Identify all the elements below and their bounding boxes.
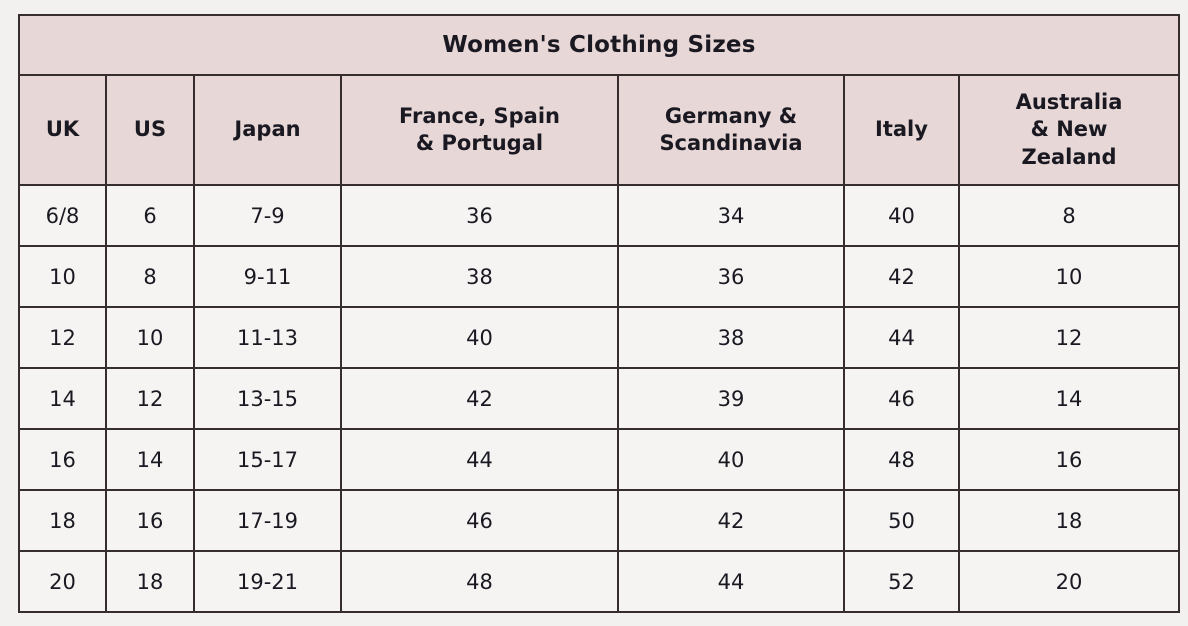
table-cell: 8 [958, 184, 1180, 247]
table-cell: 42 [340, 367, 619, 430]
table-cell: 15-17 [193, 428, 342, 491]
table-cell: 42 [617, 489, 845, 552]
table-cell: 34 [617, 184, 845, 247]
table-cell: 7-9 [193, 184, 342, 247]
column-header-label: UK [45, 117, 80, 142]
table-cell: 14 [105, 428, 195, 491]
size-conversion-table: Women's Clothing Sizes UK US Japan France, … [18, 14, 1180, 613]
table-cell: 40 [843, 184, 960, 247]
table-cell: 12 [105, 367, 195, 430]
table-row: 18 16 17-19 46 42 50 18 [18, 489, 1180, 552]
table-cell: 44 [617, 550, 845, 613]
table-cell: 46 [843, 367, 960, 430]
column-header-label: Australia & New Zealand [1015, 90, 1123, 169]
table-cell: 38 [340, 245, 619, 308]
table-cell: 17-19 [193, 489, 342, 552]
table-body: 6/8 6 7-9 36 34 40 8 10 8 9-11 38 36 42 10 12 10 11-13 40… [18, 184, 1180, 613]
column-header-label: Germany & Scandinavia [659, 103, 803, 155]
table-cell: 18 [18, 489, 107, 552]
table-row: 14 12 13-15 42 39 46 14 [18, 367, 1180, 430]
column-header-label: Japan [234, 117, 301, 142]
table-cell: 40 [340, 306, 619, 369]
table-cell: 20 [958, 550, 1180, 613]
table-title: Women's Clothing Sizes [18, 14, 1180, 76]
column-header-japan: Japan [193, 74, 342, 186]
table-row: 12 10 11-13 40 38 44 12 [18, 306, 1180, 369]
column-header-italy: Italy [843, 74, 960, 186]
table-row: 10 8 9-11 38 36 42 10 [18, 245, 1180, 308]
table-cell: 16 [958, 428, 1180, 491]
column-header-label: France, Spain & Portugal [399, 103, 560, 155]
column-header-us: US [105, 74, 195, 186]
table-cell: 39 [617, 367, 845, 430]
column-header-germany-scandinavia: Germany & Scandinavia [617, 74, 845, 186]
table-cell: 10 [18, 245, 107, 308]
table-cell: 46 [340, 489, 619, 552]
table-cell: 40 [617, 428, 845, 491]
column-header-france-spain-portugal: France, Spain & Portugal [340, 74, 619, 186]
table-cell: 19-21 [193, 550, 342, 613]
table-cell: 18 [105, 550, 195, 613]
table-cell: 20 [18, 550, 107, 613]
table-cell: 50 [843, 489, 960, 552]
column-header-uk: UK [18, 74, 107, 186]
column-header-row: UK US Japan France, Spain & Portugal Germany… [18, 74, 1180, 186]
table-row: 6/8 6 7-9 36 34 40 8 [18, 184, 1180, 247]
table-cell: 18 [958, 489, 1180, 552]
table-cell: 44 [843, 306, 960, 369]
table-cell: 6 [105, 184, 195, 247]
table-cell: 48 [843, 428, 960, 491]
table-cell: 36 [617, 245, 845, 308]
table-cell: 38 [617, 306, 845, 369]
column-header-label: US [133, 117, 167, 142]
table-cell: 11-13 [193, 306, 342, 369]
table-row: 16 14 15-17 44 40 48 16 [18, 428, 1180, 491]
table-cell: 6/8 [18, 184, 107, 247]
column-header-label: Italy [875, 117, 928, 142]
table-cell: 10 [105, 306, 195, 369]
table-cell: 42 [843, 245, 960, 308]
table-cell: 14 [18, 367, 107, 430]
table-title-row: Women's Clothing Sizes [18, 14, 1180, 76]
table-cell: 44 [340, 428, 619, 491]
table-cell: 9-11 [193, 245, 342, 308]
table-cell: 16 [105, 489, 195, 552]
table-cell: 16 [18, 428, 107, 491]
table-cell: 36 [340, 184, 619, 247]
table-cell: 13-15 [193, 367, 342, 430]
table-cell: 12 [18, 306, 107, 369]
table-cell: 48 [340, 550, 619, 613]
table-cell: 8 [105, 245, 195, 308]
table-cell: 52 [843, 550, 960, 613]
column-header-australia-new-zealand: Australia & New Zealand [958, 74, 1180, 186]
table-cell: 12 [958, 306, 1180, 369]
table-cell: 10 [958, 245, 1180, 308]
table-cell: 14 [958, 367, 1180, 430]
table-row: 20 18 19-21 48 44 52 20 [18, 550, 1180, 613]
